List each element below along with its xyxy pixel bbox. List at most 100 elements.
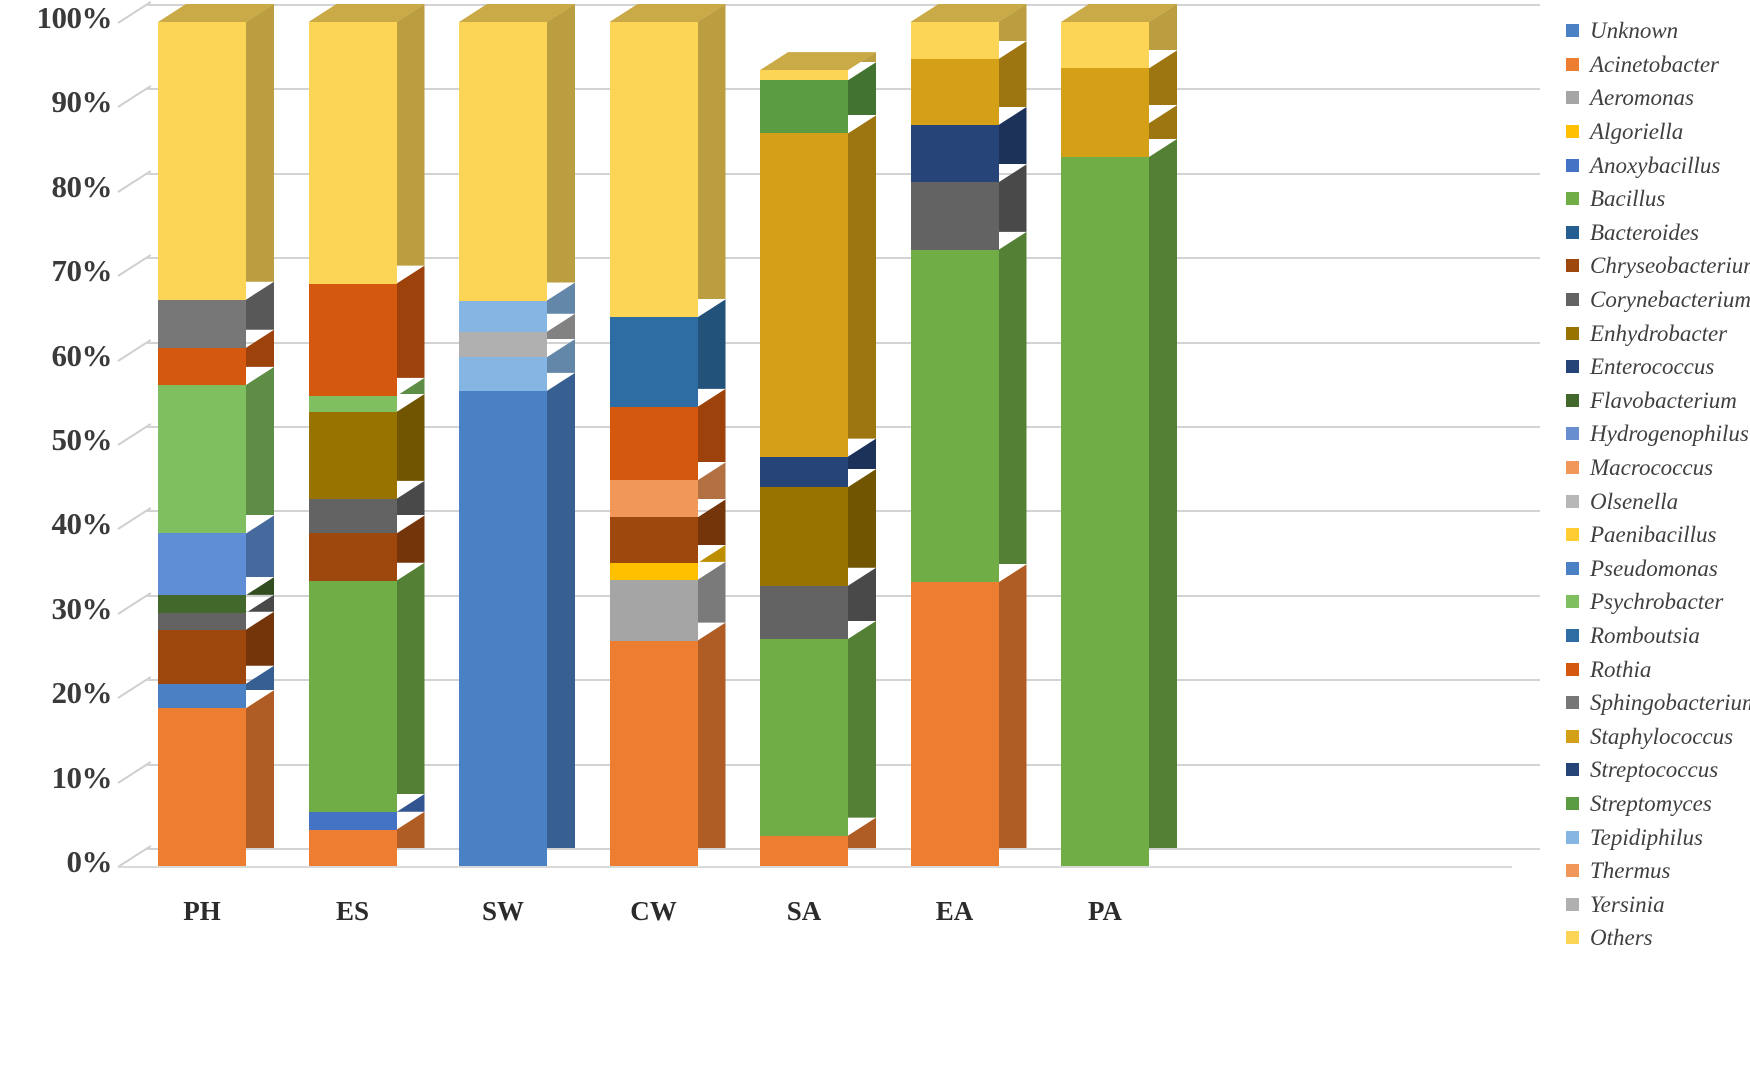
bar-segment[interactable] (158, 595, 246, 613)
legend-item[interactable]: Algoriella (1566, 115, 1750, 149)
bar-segment-side (697, 299, 726, 389)
bar-segment[interactable] (308, 498, 397, 534)
legend-item[interactable]: Unknown (1566, 14, 1750, 48)
bar-segment[interactable] (910, 182, 999, 250)
legend-item[interactable]: Rothia (1566, 652, 1750, 686)
legend-item[interactable]: Bacillus (1566, 182, 1750, 216)
bar-segment[interactable] (308, 283, 397, 396)
bar-segment[interactable] (459, 331, 547, 358)
legend-item[interactable]: Streptococcus (1566, 753, 1750, 787)
bar-segment[interactable] (308, 812, 397, 830)
bar-segment[interactable] (609, 640, 698, 866)
bar-segment-side (848, 62, 876, 116)
bar-segment[interactable] (158, 708, 246, 866)
legend-item[interactable]: Yersinia (1566, 887, 1750, 921)
legend-item[interactable]: Streptomyces (1566, 787, 1750, 821)
bar-segment[interactable] (158, 22, 246, 300)
legend-label: Unknown (1590, 18, 1679, 44)
bar-segment[interactable] (760, 585, 848, 639)
bar-column-sw[interactable] (459, 0, 575, 866)
bar-segment[interactable] (609, 517, 698, 564)
legend-item[interactable]: Acinetobacter (1566, 48, 1750, 82)
bar-segment[interactable] (1061, 157, 1149, 866)
bar-segment[interactable] (760, 80, 848, 134)
x-tick-label-ea: EA (935, 896, 974, 926)
legend-item[interactable]: Tepidiphilus (1566, 820, 1750, 854)
legend-label: Flavobacterium (1590, 387, 1737, 413)
bar-segment[interactable] (760, 487, 848, 586)
bar-column-cw[interactable] (609, 0, 726, 866)
bar-segment[interactable] (910, 582, 999, 866)
bar-segment[interactable] (459, 390, 547, 866)
bar-segment[interactable] (910, 59, 999, 125)
legend-swatch-icon (1566, 494, 1579, 508)
bar-segment-side (396, 4, 425, 266)
bar-segment[interactable] (910, 249, 999, 583)
legend-item[interactable]: Corynebacterium (1566, 283, 1750, 317)
legend-swatch-icon (1566, 662, 1579, 676)
bar-segment[interactable] (760, 133, 848, 457)
bar-top-face (459, 4, 575, 22)
bar-segment[interactable] (308, 411, 397, 499)
bar-segment[interactable] (609, 406, 698, 481)
bar-column-es[interactable] (308, 0, 425, 866)
legend-item[interactable]: Staphylococcus (1566, 719, 1750, 753)
bar-column-ph[interactable] (158, 0, 274, 866)
bar-segment[interactable] (760, 70, 848, 81)
bar-column-ea[interactable] (910, 0, 1027, 866)
legend-item[interactable]: Chryseobacterium (1566, 249, 1750, 283)
bars-layer (158, 0, 1177, 866)
bar-segment[interactable] (760, 638, 848, 836)
legend-item[interactable]: Aeromonas (1566, 81, 1750, 115)
bar-segment[interactable] (910, 124, 999, 183)
legend-item[interactable]: Enterococcus (1566, 350, 1750, 384)
bar-segment-side (697, 545, 726, 562)
legend-item[interactable]: Enhydrobacter (1566, 316, 1750, 350)
bar-segment[interactable] (158, 347, 246, 385)
bar-segment[interactable] (760, 456, 848, 488)
bar-segment[interactable] (459, 22, 547, 301)
bar-segment[interactable] (1061, 123, 1149, 158)
legend-item[interactable]: Pseudomonas (1566, 552, 1750, 586)
bar-segment[interactable] (459, 357, 547, 391)
bar-segment[interactable] (609, 22, 698, 318)
legend-item[interactable]: Hydrogenophilus (1566, 417, 1750, 451)
legend-item[interactable]: Thermus (1566, 854, 1750, 888)
bar-segment[interactable] (760, 835, 848, 866)
legend-item[interactable]: Romboutsia (1566, 619, 1750, 653)
bar-segment[interactable] (308, 829, 397, 866)
legend-item[interactable]: Paenibacillus (1566, 518, 1750, 552)
legend-item[interactable]: Flavobacterium (1566, 384, 1750, 418)
bar-segment[interactable] (308, 22, 397, 284)
bar-segment[interactable] (158, 683, 246, 709)
bar-segment[interactable] (609, 579, 698, 641)
bar-segment[interactable] (609, 317, 698, 407)
bar-segment[interactable] (308, 580, 397, 812)
bar-segment[interactable] (459, 300, 547, 332)
legend-label: Aeromonas (1590, 85, 1694, 111)
legend-item[interactable]: Sphingobacterium (1566, 686, 1750, 720)
bar-segment[interactable] (609, 563, 698, 580)
bar-segment[interactable] (609, 480, 698, 518)
bar-segment[interactable] (308, 533, 397, 581)
bar-segment[interactable] (1061, 22, 1149, 69)
bar-segment[interactable] (158, 629, 246, 684)
legend-item[interactable]: Macrococcus (1566, 451, 1750, 485)
legend-item[interactable]: Anoxybacillus (1566, 148, 1750, 182)
bar-segment-side (998, 164, 1027, 232)
y-axis: 0% 10% 20% 30% 40% 50% 60% 70% 80% 90% 100% (0, 0, 120, 1073)
y-tick-label: 50% (51, 422, 113, 457)
bar-segment[interactable] (158, 299, 246, 348)
bar-segment[interactable] (1061, 68, 1149, 124)
bar-segment[interactable] (158, 384, 246, 534)
bar-segment[interactable] (308, 395, 397, 412)
legend-item[interactable]: Bacteroides (1566, 216, 1750, 250)
legend-item[interactable]: Psychrobacter (1566, 585, 1750, 619)
legend-item[interactable]: Others (1566, 921, 1750, 955)
bar-segment[interactable] (910, 22, 999, 60)
bar-segment[interactable] (158, 612, 246, 630)
bar-segment[interactable] (158, 533, 246, 596)
bar-column-sa[interactable] (760, 0, 876, 866)
legend-item[interactable]: Olsenella (1566, 484, 1750, 518)
bar-column-pa[interactable] (1061, 0, 1177, 866)
